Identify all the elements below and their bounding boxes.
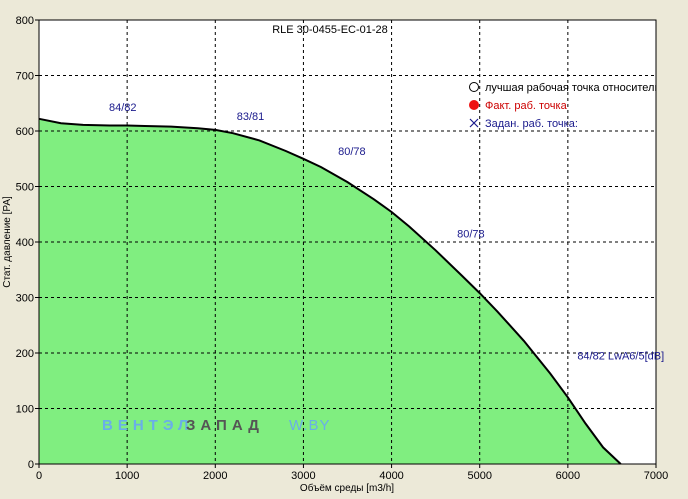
x-tick-label: 0 bbox=[36, 470, 42, 482]
x-axis-title: Объём среды [m3/h] bbox=[300, 482, 394, 494]
legend-label: Факт. раб. точка bbox=[485, 100, 568, 112]
x-tick-label: 5000 bbox=[467, 470, 491, 482]
x-tick-label: 4000 bbox=[379, 470, 403, 482]
x-tick-label: 6000 bbox=[556, 470, 580, 482]
x-tick-label: 7000 bbox=[644, 470, 668, 482]
curve-annotation: 80/78 bbox=[338, 146, 366, 158]
x-tick-label: 2000 bbox=[203, 470, 227, 482]
y-tick-label: 0 bbox=[28, 459, 34, 471]
chart-title: RLE 30-0455-EC-01-28 bbox=[272, 24, 388, 36]
legend-cross-icon bbox=[469, 118, 479, 128]
legend-label: Задан. раб. точка: bbox=[485, 118, 578, 130]
legend-open-circle-icon bbox=[469, 82, 479, 92]
watermark-text-2: ЗАПАД bbox=[186, 417, 264, 434]
curve-fill-area bbox=[39, 118, 621, 465]
watermark-text-1: ВЕНТЭЛ bbox=[102, 417, 193, 434]
legend-label: лучшая рабочая точка относительно кпд bbox=[485, 82, 688, 94]
y-axis-title: Стат. давление [PA] bbox=[2, 196, 13, 288]
curve-annotation: 80/78 bbox=[457, 229, 485, 241]
watermark-text-3: W.BY bbox=[289, 417, 331, 434]
fan-curve-line bbox=[38, 117, 622, 465]
curve-annotation: 84/82 LwA6/5[dB] bbox=[577, 351, 664, 363]
y-tick-label: 600 bbox=[16, 126, 34, 138]
x-tick-label: 1000 bbox=[115, 470, 139, 482]
y-tick-label: 700 bbox=[16, 71, 34, 83]
y-tick-label: 100 bbox=[16, 404, 34, 416]
y-tick-label: 300 bbox=[16, 293, 34, 305]
x-tick-label: 3000 bbox=[291, 470, 315, 482]
y-tick-label: 500 bbox=[16, 182, 34, 194]
y-tick-label: 800 bbox=[16, 15, 34, 27]
y-tick-label: 400 bbox=[16, 237, 34, 249]
curve-annotation: 84/82 bbox=[109, 102, 137, 114]
curve-annotation: 83/81 bbox=[237, 111, 265, 123]
legend-filled-circle-icon bbox=[469, 100, 479, 110]
y-tick-label: 200 bbox=[16, 348, 34, 360]
